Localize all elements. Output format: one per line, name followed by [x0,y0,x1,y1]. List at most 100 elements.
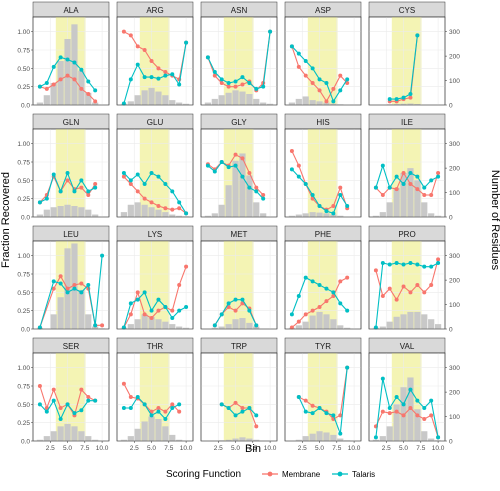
series-point-membrane [401,284,406,289]
series-point-membrane [296,64,301,69]
x-tick-label: 2.5 [214,445,223,452]
series-point-membrane [86,92,91,96]
count-bar [260,102,267,105]
panel-title: VAL [400,342,415,351]
count-bar [393,316,400,329]
series-point-talaris [345,204,350,208]
plot-border [116,352,194,442]
series-point-talaris [240,75,245,80]
count-bar [134,95,141,105]
series-line-talaris [375,163,439,190]
series-point-talaris [177,200,182,205]
series-point-talaris [254,189,259,194]
series-point-talaris [51,398,56,403]
panel-tyr: TYR 2.5 5.0 7.5 10.0 [284,337,362,452]
y2-tick-label: 100 [449,190,460,197]
series-point-membrane [408,290,413,295]
series-point-membrane [233,84,238,89]
y-axis-label-right: Number of Residues [489,170,500,271]
count-bar [182,216,190,217]
count-bar [309,212,316,217]
series-point-membrane [44,86,49,91]
count-bar [155,209,162,217]
series-point-talaris [247,81,252,85]
series-point-talaris [79,178,84,183]
count-bar [71,24,78,105]
series-point-talaris [128,301,133,306]
series-point-talaris [37,402,42,407]
series-point-membrane [422,417,427,421]
y-tick-label: 0.0 [21,103,30,110]
series-point-membrane [338,413,343,418]
count-bar [323,213,330,217]
y-axis-label-left: Fraction Recovered [0,172,12,268]
y-tick-label: 0.75 [17,384,30,391]
count-bar [379,326,386,329]
series-point-talaris [170,189,175,194]
series-point-membrane [415,283,420,287]
series-point-membrane [135,189,140,194]
count-bar [414,104,421,105]
series-point-membrane [429,413,434,418]
count-bar [330,214,337,217]
panel-ala: ALA 0.0 0.25 0.50 0.75 1.00 [17,1,110,110]
series-point-talaris [296,51,301,56]
count-bar [232,160,239,217]
series-point-talaris [240,297,245,302]
count-bar [253,439,260,441]
y2-tick-label: 300 [449,253,460,260]
panel-asn: ASN [200,1,278,106]
series-point-talaris [289,44,294,49]
series-point-membrane [163,206,168,211]
series-point-talaris [163,182,168,186]
count-bar [43,209,50,217]
series-point-membrane [387,286,392,291]
series-line-talaris [123,172,187,214]
series-point-talaris [79,67,84,72]
count-bar [162,212,169,217]
count-bar [148,316,155,329]
count-bar [295,325,302,329]
count-bar [211,213,218,217]
series-point-talaris [303,275,308,280]
y2-tick-label: 0 [449,327,453,334]
y-tick-label: 1.00 [17,29,30,36]
panel-gly: GLY [200,113,278,218]
series-point-talaris [331,99,336,104]
series-point-talaris [170,406,175,410]
series-point-talaris [79,408,84,413]
count-bar [434,215,442,217]
series-point-talaris [415,33,420,38]
series-point-talaris [261,196,266,201]
count-bar [182,327,190,329]
series-point-talaris [65,57,70,62]
count-bar [434,440,442,441]
series-point-talaris [324,286,329,291]
y-tick-label: 0.50 [17,178,30,185]
count-bar [239,91,246,105]
count-bar [309,100,316,105]
series-point-membrane [394,409,399,414]
panel-title: PHE [315,230,331,239]
series-point-membrane [303,398,308,403]
series-point-talaris [247,308,252,313]
plot-border [116,240,194,330]
count-bar [57,206,64,217]
count-bar [120,439,128,441]
count-bar [98,328,106,329]
x-tick-label: 2.5 [46,445,55,452]
count-bar [57,297,64,329]
series-point-talaris [226,81,231,85]
series-point-talaris [247,185,252,190]
series-point-talaris [44,81,49,85]
series-point-talaris [170,316,175,320]
series-point-membrane [380,409,385,414]
panel-grid: ALA 0.0 0.25 0.50 0.75 1.00 ARG ASN ASP CYS 0 100 20… [17,1,460,452]
series-point-talaris [233,79,238,84]
count-bar [218,95,225,105]
series-point-talaris [310,279,315,284]
count-bar [120,212,128,217]
series-point-talaris [205,55,210,60]
series-point-talaris [310,66,315,71]
legend: Scoring Function Membrane Talaris [166,469,375,480]
